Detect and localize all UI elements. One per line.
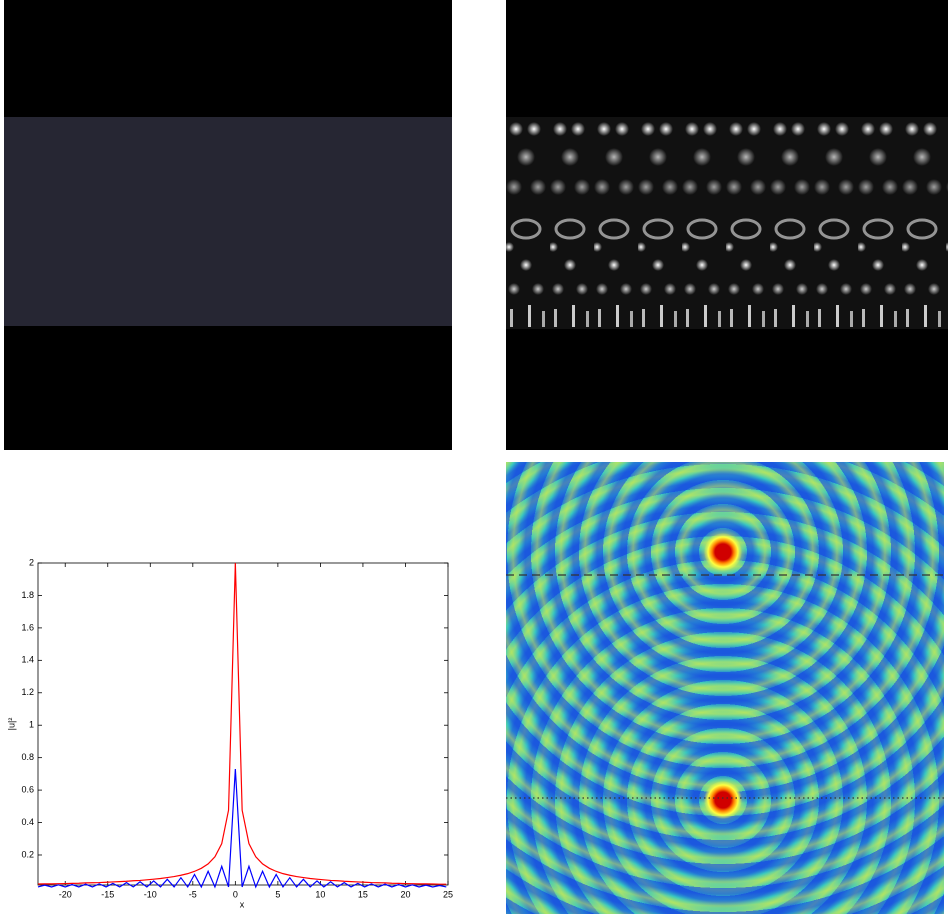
y-tick-label: 0.6 [21, 784, 34, 794]
y-axis-label: |u|² [6, 718, 16, 731]
chart: x |u|² -20 -15 -10 -5 0 5 10 15 20 25 0.2 0.4 0.6 0.8… [0, 555, 470, 915]
y-tick-label: 1 [29, 720, 34, 730]
x-tick-label: -10 [144, 889, 157, 899]
x-axis-label: x [240, 899, 245, 909]
pattern-image [506, 0, 948, 450]
band [4, 117, 452, 326]
x-tick-label: 5 [275, 889, 280, 899]
overlay [506, 462, 944, 914]
page: {"chart_data": {"type": "line", "xlabel"… [0, 0, 948, 920]
y-tick-label: 0.2 [21, 849, 34, 859]
x-tick-label: 20 [400, 889, 410, 899]
image-panel [4, 0, 452, 450]
y-tick-label: 0.8 [21, 752, 34, 762]
image-panel [506, 0, 948, 450]
y-tick-label: 1.8 [21, 590, 34, 600]
plot-area [38, 563, 448, 885]
y-tick-label: 0.4 [21, 817, 34, 827]
y-tick-label: 1.2 [21, 687, 34, 697]
x-tick-label: 25 [443, 889, 453, 899]
y-tick-label: 1.4 [21, 655, 34, 665]
x-tick-label: -15 [101, 889, 114, 899]
texture-band [506, 117, 948, 329]
image-panel [506, 462, 944, 914]
x-tick-label: 10 [315, 889, 325, 899]
x-tick-label: 15 [358, 889, 368, 899]
x-tick-label: -5 [189, 889, 197, 899]
y-tick-label: 1.6 [21, 622, 34, 632]
y-tick-label: 2 [29, 557, 34, 567]
x-tick-label: -20 [59, 889, 72, 899]
x-tick-label: 0 [233, 889, 238, 899]
